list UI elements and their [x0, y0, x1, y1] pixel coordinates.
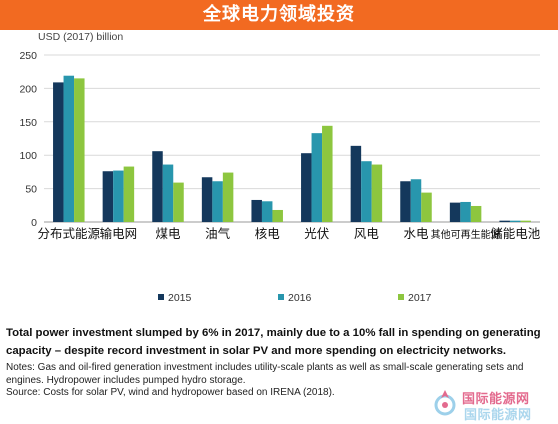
- caption-notes-block: Notes: Gas and oil-fired generation inve…: [6, 362, 554, 400]
- watermark-text: 国际能源网: [462, 392, 530, 407]
- bar-2017-7: [421, 192, 432, 222]
- energy-logo-icon: [434, 390, 456, 416]
- y-tick-label: 100: [19, 150, 37, 162]
- bar-2015-0: [53, 82, 64, 222]
- x-tick-label: 分布式能源: [38, 226, 101, 241]
- watermark-text-shadow: 国际能源网: [464, 408, 532, 423]
- y-tick-label: 250: [19, 50, 37, 62]
- bar-2015-3: [201, 177, 213, 222]
- caption-source: Source: Costs for solar PV, wind and hyd…: [6, 387, 335, 398]
- bar-2016-2: [162, 164, 174, 222]
- bar-2016-9: [509, 220, 521, 222]
- bar-2015-1: [102, 171, 114, 222]
- x-tick-label: 储能电池: [490, 226, 541, 241]
- title-banner: 全球电力领域投资: [0, 0, 558, 30]
- x-tick-label: 风电: [354, 226, 380, 241]
- bar-2017-0: [74, 78, 85, 222]
- x-tick-label: 光伏: [304, 226, 330, 241]
- bar-2016-5: [311, 133, 323, 222]
- bar-2016-8: [460, 201, 471, 222]
- bar-2017-8: [470, 205, 482, 222]
- caption-notes: Notes: Gas and oil-fired generation inve…: [6, 362, 524, 386]
- x-tick-label: 其他可再生能源: [431, 228, 501, 241]
- legend-swatch-2017: [398, 294, 404, 300]
- bar-2016-4: [261, 201, 273, 222]
- y-tick-label: 200: [19, 83, 37, 95]
- bar-2017-4: [272, 209, 283, 222]
- x-tick-label: 核电: [255, 226, 281, 241]
- bar-2015-5: [301, 153, 312, 222]
- bar-2016-3: [212, 181, 223, 222]
- watermark: 国际能源网 国际能源网: [432, 386, 552, 423]
- y-tick-label: 150: [19, 117, 37, 129]
- legend-swatch-2016: [278, 294, 284, 300]
- bar-2017-9: [520, 220, 531, 222]
- y-tick-label: 50: [25, 184, 37, 196]
- bar-2016-0: [63, 75, 75, 222]
- bar-2015-7: [400, 181, 411, 222]
- chart-svg: USD (2017) billion 0 50 100 150 200 250 分布式能源 输电…: [19, 31, 541, 304]
- bar-2016-7: [410, 179, 422, 222]
- legend-label-2016: 2016: [288, 292, 312, 304]
- y-unit-label: USD (2017) billion: [38, 31, 123, 43]
- bar-2016-1: [113, 170, 124, 222]
- legend-swatch-2015: [158, 294, 164, 300]
- bar-2015-2: [152, 151, 163, 222]
- legend-label-2017: 2017: [408, 292, 432, 304]
- bar-2017-2: [173, 182, 184, 222]
- bar-2016-6: [361, 161, 372, 222]
- caption: Total power investment slumped by 6% in …: [6, 324, 554, 400]
- y-tick-label: 0: [31, 217, 37, 229]
- legend-label-2015: 2015: [168, 292, 192, 304]
- bar-chart: USD (2017) billion 0 50 100 150 200 250 分布式能源 输电…: [0, 30, 558, 322]
- bar-2017-1: [123, 166, 135, 222]
- bar-2017-6: [371, 164, 383, 222]
- bar-2015-6: [350, 145, 362, 222]
- bar-2015-4: [251, 199, 262, 222]
- bar-2015-9: [499, 220, 510, 222]
- bar-2017-3: [222, 172, 234, 222]
- bar-2017-5: [322, 125, 333, 222]
- chart-title: 全球电力领域投资: [203, 4, 355, 25]
- bar-2015-8: [449, 202, 461, 222]
- caption-main: Total power investment slumped by 6% in …: [6, 327, 541, 357]
- x-tick-label: 煤电: [155, 226, 181, 241]
- x-tick-label: 油气: [205, 226, 231, 241]
- x-tick-label: 水电: [403, 226, 429, 241]
- x-tick-label: 输电网: [100, 226, 138, 241]
